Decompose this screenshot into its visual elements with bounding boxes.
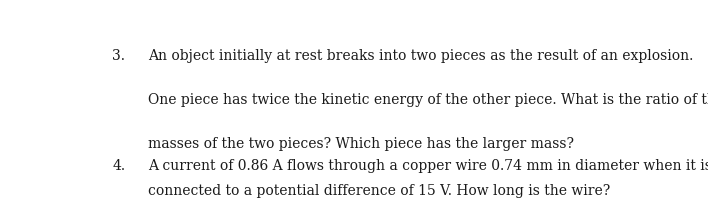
Text: masses of the two pieces? Which piece has the larger mass?: masses of the two pieces? Which piece ha… [148,137,573,151]
Text: connected to a potential difference of 15 V. How long is the wire?: connected to a potential difference of 1… [148,184,610,198]
Text: 3.: 3. [112,49,125,63]
Text: A current of 0.86 A flows through a copper wire 0.74 mm in diameter when it is: A current of 0.86 A flows through a copp… [148,159,708,173]
Text: One piece has twice the kinetic energy of the other piece. What is the ratio of : One piece has twice the kinetic energy o… [148,93,708,107]
Text: 4.: 4. [112,159,125,173]
Text: An object initially at rest breaks into two pieces as the result of an explosion: An object initially at rest breaks into … [148,49,693,63]
